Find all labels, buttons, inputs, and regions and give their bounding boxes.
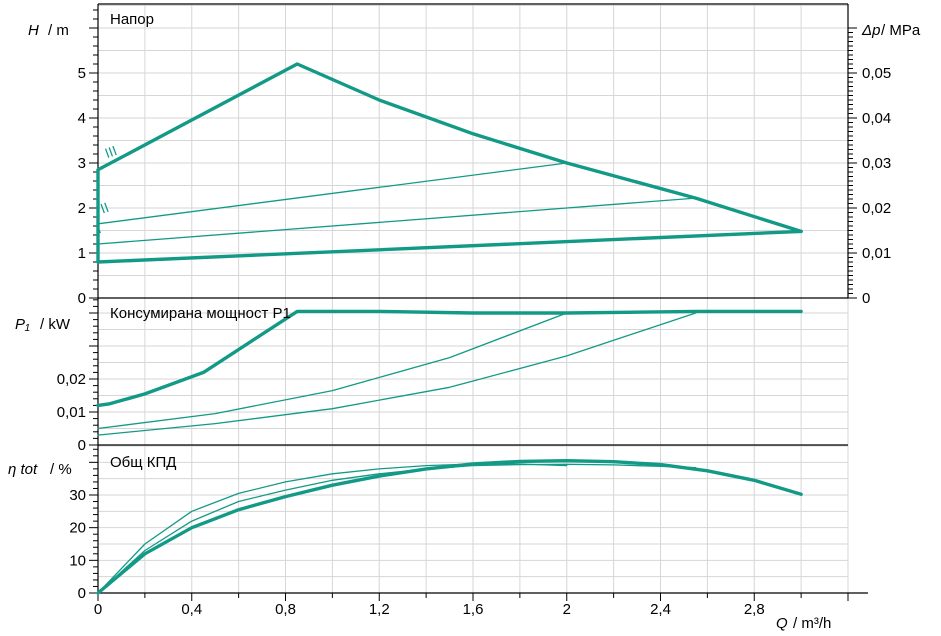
pressure-axis-label-unit: / MPa bbox=[881, 22, 921, 39]
label-layer: Напор Консумирана мощност P1 Общ КПД H /… bbox=[8, 11, 921, 632]
curve-layer bbox=[96, 62, 803, 595]
power-axis-label-variable: P₁ bbox=[15, 316, 30, 333]
power-tick-label: 0,01 bbox=[57, 404, 86, 421]
flow-tick-label: 0,8 bbox=[275, 601, 296, 618]
flow-axis-label-unit: / m³/h bbox=[793, 615, 831, 632]
head-tick-label: 1 bbox=[78, 245, 86, 262]
head-curve-max bbox=[96, 62, 803, 234]
efficiency-tick-label: 20 bbox=[69, 520, 86, 537]
efficiency-tick-label: 0 bbox=[78, 585, 86, 602]
head-tick-label: 0 bbox=[78, 290, 86, 307]
efficiency-curve-speed-3 bbox=[97, 463, 568, 594]
efficiency-tick-label: 10 bbox=[69, 552, 86, 569]
power-panel-title: Консумирана мощност P1 bbox=[110, 305, 291, 322]
pressure-tick-label: 0,04 bbox=[862, 110, 891, 127]
flow-tick-label: 0 bbox=[94, 601, 102, 618]
head-axis-label-unit: / m bbox=[48, 22, 69, 39]
efficiency-axis-label-variable: η tot bbox=[8, 461, 38, 478]
head-axis-label-variable: H bbox=[28, 22, 39, 39]
pressure-tick-label: 0,02 bbox=[862, 200, 891, 217]
pressure-tick-label: 0,01 bbox=[862, 245, 891, 262]
speed-label-3: III bbox=[103, 142, 119, 161]
efficiency-tick-label: 30 bbox=[69, 487, 86, 504]
head-tick-label: 2 bbox=[78, 200, 86, 217]
head-tick-label: 3 bbox=[78, 155, 86, 172]
head-curve-min bbox=[96, 229, 803, 264]
power-curve-max bbox=[96, 309, 803, 408]
power-axis-label-unit: / kW bbox=[40, 316, 71, 333]
flow-tick-label: 1,2 bbox=[369, 601, 390, 618]
power-curve-speed-3 bbox=[97, 312, 568, 430]
pressure-axis-label-variable: Δp bbox=[861, 22, 880, 39]
head-curve-speed-2 bbox=[97, 197, 697, 245]
flow-tick-label: 2 bbox=[563, 601, 571, 618]
flow-tick-label: 2,8 bbox=[744, 601, 765, 618]
power-curve-speed-2 bbox=[97, 312, 697, 436]
pressure-tick-label: 0 bbox=[862, 290, 870, 307]
pressure-tick-label: 0,03 bbox=[862, 155, 891, 172]
grid-layer bbox=[98, 4, 849, 593]
flow-tick-label: 2,4 bbox=[650, 601, 671, 618]
head-tick-label: 4 bbox=[78, 110, 86, 127]
head-tick-label: 5 bbox=[78, 65, 86, 82]
flow-tick-label: 1,6 bbox=[463, 601, 484, 618]
flow-tick-label: 0,4 bbox=[181, 601, 202, 618]
head-panel-title: Напор bbox=[110, 11, 154, 28]
flow-axis-label-variable: Q bbox=[776, 615, 788, 632]
power-tick-label: 0,02 bbox=[57, 371, 86, 388]
head-curve-speed-3 bbox=[97, 162, 568, 225]
efficiency-curve-max bbox=[96, 459, 803, 595]
power-tick-label: 0 bbox=[78, 437, 86, 454]
efficiency-panel-title: Общ КПД bbox=[110, 454, 176, 471]
pressure-tick-label: 0,05 bbox=[862, 65, 891, 82]
efficiency-axis-label-unit: / % bbox=[50, 461, 72, 478]
axis-layer: 01234500,010,02010203000,010,020,030,040… bbox=[57, 3, 891, 618]
speed-label-1: I bbox=[94, 220, 103, 236]
efficiency-curve-speed-2 bbox=[97, 463, 697, 594]
